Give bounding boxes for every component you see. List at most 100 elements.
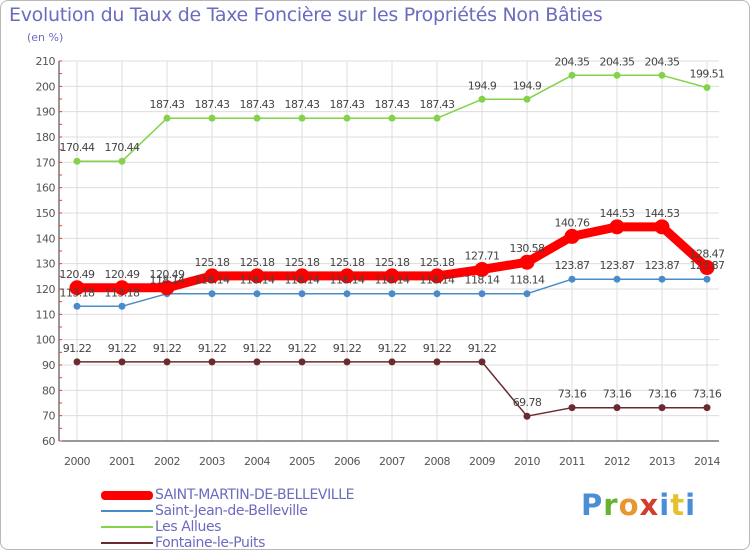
data-label: 187.43 bbox=[150, 98, 185, 111]
data-point bbox=[388, 290, 396, 298]
data-point bbox=[523, 290, 531, 298]
data-label: 123.87 bbox=[645, 259, 680, 272]
y-tick-label: 90 bbox=[42, 359, 55, 372]
x-tick-label: 2010 bbox=[514, 455, 540, 468]
data-point bbox=[703, 404, 711, 412]
data-point bbox=[658, 404, 666, 412]
data-point bbox=[613, 71, 621, 79]
y-tick-label: 120 bbox=[36, 283, 56, 296]
data-point bbox=[703, 84, 711, 92]
data-label: 91.22 bbox=[153, 342, 182, 355]
data-point bbox=[384, 268, 400, 284]
data-point bbox=[253, 290, 261, 298]
data-label: 204.35 bbox=[600, 55, 635, 68]
data-point bbox=[208, 358, 216, 366]
data-point bbox=[613, 404, 621, 412]
data-label: 120.49 bbox=[105, 268, 140, 281]
legend-label: SAINT-MARTIN-DE-BELLEVILLE bbox=[155, 487, 355, 503]
data-label: 118.14 bbox=[240, 274, 275, 287]
legend-item-saint-jean: Saint-Jean-de-Belleville bbox=[101, 503, 354, 519]
data-label: 113.18 bbox=[105, 286, 140, 299]
data-label: 73.16 bbox=[603, 388, 632, 401]
y-tick-label: 170 bbox=[36, 156, 56, 169]
legend-item-saint-martin: SAINT-MARTIN-DE-BELLEVILLE bbox=[101, 487, 354, 503]
plot-area bbox=[59, 61, 719, 441]
data-label: 118.14 bbox=[150, 274, 185, 287]
y-tick-label: 150 bbox=[36, 207, 56, 220]
data-point bbox=[658, 71, 666, 79]
x-tick-label: 2007 bbox=[379, 455, 405, 468]
data-point bbox=[523, 95, 531, 103]
data-label: 170.44 bbox=[105, 141, 140, 154]
data-label: 187.43 bbox=[240, 98, 275, 111]
x-tick-label: 2006 bbox=[334, 455, 360, 468]
data-label: 118.14 bbox=[510, 274, 545, 287]
data-point bbox=[73, 157, 81, 165]
data-label: 91.22 bbox=[468, 342, 497, 355]
data-label: 125.18 bbox=[420, 256, 455, 269]
data-point bbox=[163, 114, 171, 122]
data-point bbox=[523, 412, 531, 420]
proxiti-logo: Proxiti bbox=[581, 488, 697, 522]
data-label: 118.14 bbox=[420, 274, 455, 287]
data-label: 125.18 bbox=[285, 256, 320, 269]
y-tick-label: 70 bbox=[42, 410, 55, 423]
data-point bbox=[343, 290, 351, 298]
data-label: 187.43 bbox=[285, 98, 320, 111]
data-point bbox=[114, 280, 130, 296]
data-point bbox=[69, 280, 85, 296]
x-tick-label: 2011 bbox=[559, 455, 585, 468]
data-label: 118.14 bbox=[195, 274, 230, 287]
data-point bbox=[433, 114, 441, 122]
data-point bbox=[478, 358, 486, 366]
data-point bbox=[159, 280, 175, 296]
data-point bbox=[388, 114, 396, 122]
legend-swatch bbox=[101, 526, 153, 528]
y-tick-label: 180 bbox=[36, 131, 56, 144]
data-label: 204.35 bbox=[555, 55, 590, 68]
x-tick-label: 2014 bbox=[694, 455, 720, 468]
data-label: 118.14 bbox=[465, 274, 500, 287]
data-label: 194.9 bbox=[513, 79, 542, 92]
data-label: 199.51 bbox=[690, 68, 725, 81]
data-point bbox=[118, 157, 126, 165]
x-tick-label: 2009 bbox=[469, 455, 495, 468]
legend-swatch bbox=[101, 490, 153, 500]
data-point bbox=[298, 358, 306, 366]
data-point bbox=[339, 268, 355, 284]
legend-swatch bbox=[101, 542, 153, 544]
data-point bbox=[478, 95, 486, 103]
data-label: 125.18 bbox=[195, 256, 230, 269]
data-point bbox=[568, 71, 576, 79]
x-tick-label: 2001 bbox=[109, 455, 135, 468]
x-tick-label: 2012 bbox=[604, 455, 630, 468]
data-point bbox=[699, 260, 715, 276]
data-label: 69.78 bbox=[513, 396, 542, 409]
data-label: 118.14 bbox=[375, 274, 410, 287]
data-label: 91.22 bbox=[243, 342, 272, 355]
y-tick-label: 210 bbox=[36, 55, 56, 68]
data-label: 187.43 bbox=[420, 98, 455, 111]
data-label: 120.49 bbox=[150, 268, 185, 281]
legend-label: Saint-Jean-de-Belleville bbox=[155, 503, 308, 519]
data-point bbox=[118, 302, 126, 310]
chart-unit-label: (en %) bbox=[27, 31, 64, 44]
y-tick-label: 130 bbox=[36, 258, 56, 271]
chart-title: Evolution du Taux de Taxe Foncière sur l… bbox=[9, 4, 603, 26]
data-label: 120.49 bbox=[60, 268, 95, 281]
data-point bbox=[433, 290, 441, 298]
data-label: 91.22 bbox=[198, 342, 227, 355]
data-label: 125.18 bbox=[240, 256, 275, 269]
data-point bbox=[73, 302, 81, 310]
data-label: 187.43 bbox=[330, 98, 365, 111]
data-label: 118.14 bbox=[330, 274, 365, 287]
data-point bbox=[564, 228, 580, 244]
data-label: 194.9 bbox=[468, 79, 497, 92]
data-point bbox=[474, 261, 490, 277]
x-tick-label: 2003 bbox=[199, 455, 225, 468]
data-label: 73.16 bbox=[558, 388, 587, 401]
data-point bbox=[208, 114, 216, 122]
data-label: 125.18 bbox=[330, 256, 365, 269]
